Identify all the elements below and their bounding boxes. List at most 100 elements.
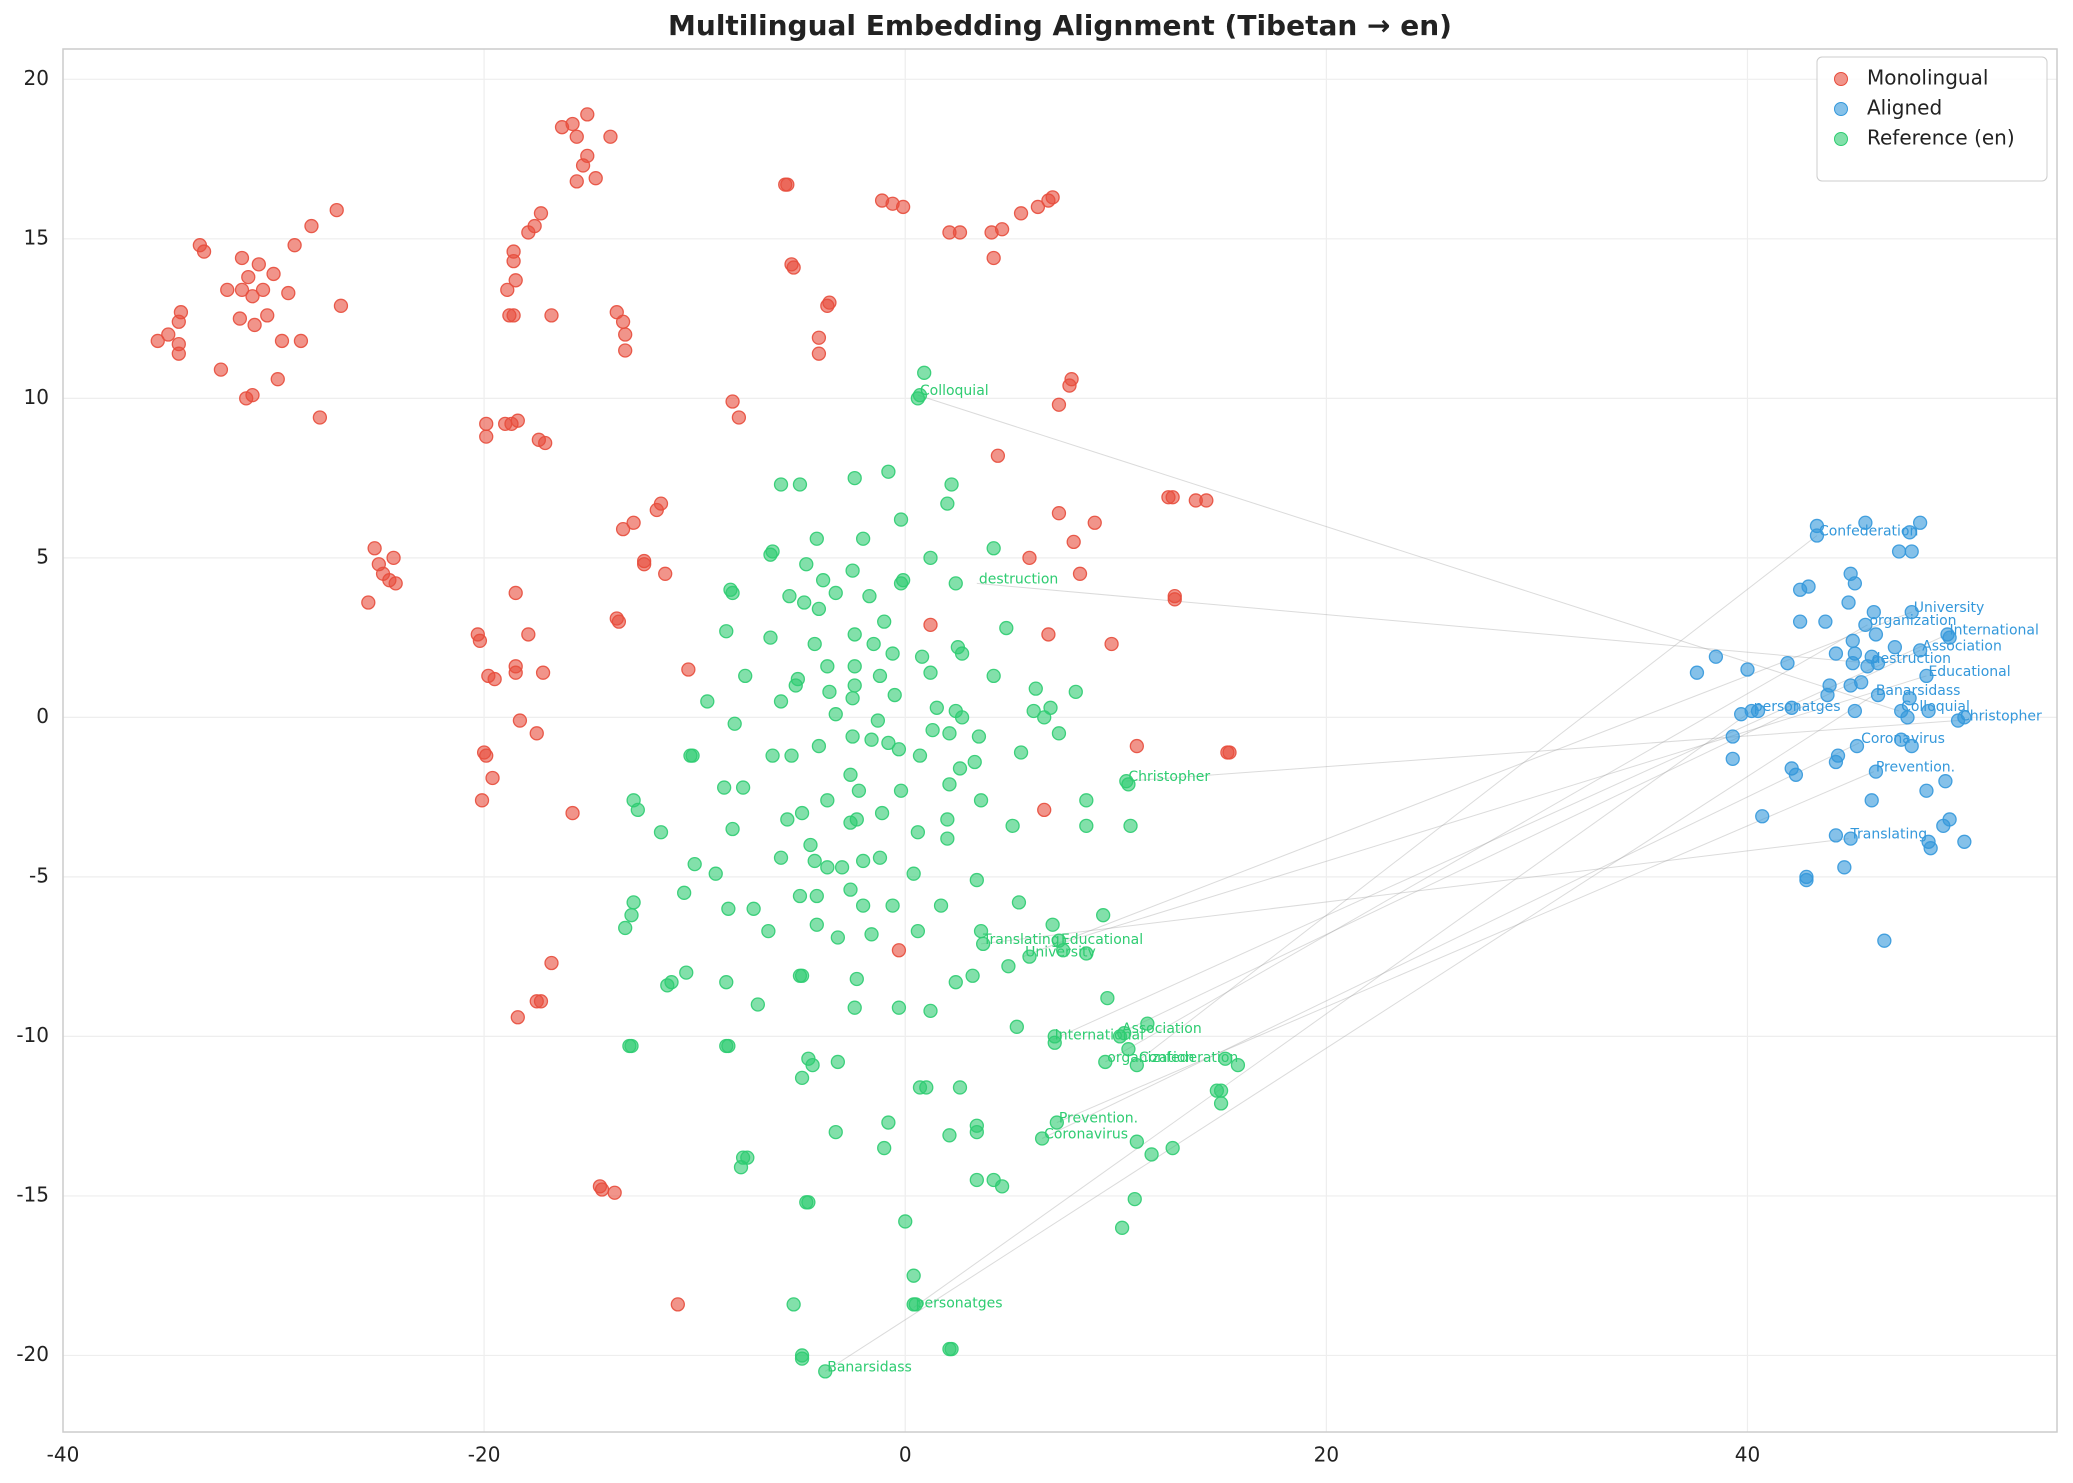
y-tick-label: 20 (24, 66, 49, 90)
point (281, 285, 296, 301)
reference-label: Coronavirus (1044, 1126, 1128, 1142)
chart-title: Multilingual Embedding Alignment (Tibeta… (668, 9, 1452, 42)
point (626, 895, 641, 910)
point (933, 898, 949, 913)
point (761, 923, 776, 939)
y-tick-label: 10 (24, 385, 49, 409)
point (287, 238, 302, 253)
point (245, 289, 260, 304)
point (809, 531, 824, 546)
point (1022, 550, 1037, 566)
reference-label: Prevention. (1059, 1111, 1138, 1127)
point (1022, 949, 1037, 964)
point (780, 812, 795, 827)
point (687, 856, 702, 872)
point (479, 429, 494, 444)
point (820, 298, 835, 313)
point (1843, 831, 1858, 846)
point (773, 694, 789, 709)
plot-frame (62, 48, 2058, 1433)
point (1127, 1191, 1142, 1207)
point (220, 282, 235, 298)
point (479, 748, 494, 763)
point (847, 470, 862, 486)
point (746, 901, 761, 916)
aligned-label: International (1950, 622, 2039, 638)
point (910, 923, 926, 939)
aligned-label: Confederation (1819, 524, 1918, 540)
point (910, 825, 926, 840)
point (569, 174, 584, 189)
point (1689, 665, 1705, 680)
point (1919, 783, 1934, 798)
point (952, 225, 968, 240)
point (529, 726, 544, 741)
point (1818, 614, 1833, 629)
point (849, 812, 864, 827)
point (794, 1070, 810, 1086)
point (653, 825, 669, 840)
legend-box (1816, 56, 2048, 182)
aligned-label: Association (1922, 638, 2002, 654)
point (603, 129, 618, 144)
series-0 (150, 107, 1237, 1312)
point (1921, 703, 1936, 719)
point (969, 1172, 984, 1188)
point (538, 435, 553, 451)
point (969, 1124, 984, 1140)
point (765, 544, 780, 559)
point (866, 636, 881, 652)
point (994, 222, 1010, 237)
point (843, 767, 858, 782)
point (815, 573, 831, 588)
point (855, 531, 871, 546)
point (887, 687, 902, 703)
point (247, 317, 262, 333)
point (624, 908, 639, 923)
point (1066, 534, 1081, 550)
point (1009, 1019, 1024, 1034)
series-1 (1689, 515, 1972, 948)
point (1938, 774, 1953, 789)
aligned-label: Educational (1928, 664, 2010, 680)
point (923, 617, 938, 633)
point (1828, 646, 1844, 661)
point (725, 394, 740, 409)
legend-marker (1834, 102, 1848, 116)
point (1121, 1042, 1136, 1057)
point (809, 917, 824, 932)
point (1165, 1140, 1180, 1156)
point (914, 649, 930, 664)
series-2 (618, 365, 1246, 1379)
point (1904, 544, 1919, 559)
point (990, 448, 1006, 463)
x-tick-label: 40 (1735, 1443, 1760, 1467)
point (811, 738, 827, 754)
point (864, 927, 879, 942)
point (1167, 592, 1182, 607)
y-tick-label: 5 (36, 544, 49, 568)
point (679, 965, 694, 980)
reference-label: Confederation (1139, 1050, 1238, 1066)
point (954, 710, 970, 725)
point (948, 576, 963, 591)
point (255, 282, 271, 298)
point (544, 308, 559, 323)
point (1866, 604, 1881, 620)
point (828, 1124, 843, 1140)
point (834, 860, 850, 875)
reference-label: organization (1107, 1050, 1194, 1066)
legend-label: Aligned (1867, 96, 1942, 120)
point (942, 1128, 957, 1143)
point (161, 327, 176, 342)
point (1860, 659, 1875, 674)
point (512, 713, 528, 728)
point (234, 250, 250, 266)
point (1001, 959, 1016, 974)
aligned-label: Banarsidass (1876, 683, 1961, 699)
point (891, 1000, 907, 1015)
alignment-line (976, 582, 1870, 664)
point (845, 729, 860, 744)
x-tick-label: 0 (899, 1443, 912, 1467)
